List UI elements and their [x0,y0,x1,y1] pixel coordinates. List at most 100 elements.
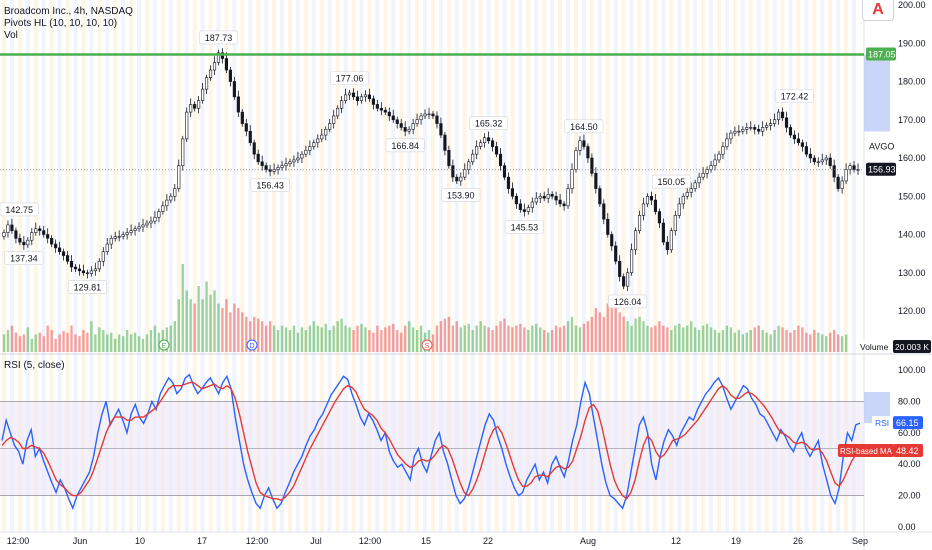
volume-bar [193,303,196,352]
session-stripe [796,0,801,532]
rsi-tick-label: 60.00 [898,428,921,438]
candle-body [566,188,570,207]
volume-bar [622,316,625,352]
rsi-indicator-label[interactable]: RSI (5, close) [4,360,65,371]
candle-body [340,100,344,109]
price-tick-label: 130.00 [898,268,926,278]
candle-body [42,230,46,235]
candle [618,255,622,282]
volume-bar [793,330,796,352]
candle [284,157,288,171]
session-stripe [399,0,404,532]
volume-bar [86,332,89,352]
session-stripe [176,0,181,532]
session-stripe [812,0,817,532]
volume-bar [185,290,188,352]
volume-bar [459,327,462,352]
candle-body [157,211,161,218]
session-stripe [423,0,428,532]
volume-bar [515,325,518,352]
candle [264,162,268,173]
volume-bar [491,330,494,352]
volume-bar [74,334,77,352]
session-stripe [113,0,118,532]
session-stripe [431,0,435,532]
candle-body [518,203,522,210]
candle-body [65,255,70,262]
session-stripe [208,0,213,532]
pivot-label: 153.90 [441,188,481,202]
volume-bar [177,299,180,352]
volume-bar [479,321,482,352]
candle-body [244,123,248,132]
candle-body [641,203,646,216]
candle [300,151,304,163]
candle-body [550,194,554,197]
candle-body [697,176,701,184]
volume-bar [535,323,538,352]
candle-body [113,236,117,239]
candle [375,99,379,112]
candle [570,163,574,194]
volume-bar [213,290,216,352]
session-stripe [351,0,356,532]
candle-body [391,115,395,121]
volume-bar [777,325,780,352]
candle [534,192,538,206]
candle [443,131,447,156]
candles [2,48,860,292]
volume-bar [678,323,681,352]
candle-body [165,199,169,207]
volume-bar [562,325,566,352]
candle [483,133,487,148]
candle [240,109,244,127]
volume-bar [18,336,22,352]
candle [204,74,209,95]
candle [153,211,157,225]
candle-body [765,125,769,128]
session-stripe [478,0,483,532]
candle [586,143,590,163]
candle [403,121,407,137]
session-stripe [740,0,745,532]
session-stripe [732,0,737,532]
candle-body [637,215,642,231]
candle [46,228,50,244]
candle [22,236,26,250]
price-tick-label: 150.00 [898,191,926,201]
volume-bar [821,334,824,352]
candle [538,193,542,204]
candle [308,140,312,156]
candle-body [304,150,308,155]
session-stripe [693,0,698,532]
rsi-legend: RSI (5, close) [4,360,65,372]
session-stripe [446,0,451,532]
candle [165,193,169,211]
candle [717,151,721,163]
candle-body [347,92,352,96]
candle [657,208,661,228]
volume-indicator-label[interactable]: Vol [4,30,18,41]
candle [14,227,18,244]
candle-body [216,52,221,63]
candle [578,136,582,156]
session-stripe [280,0,285,532]
event-marker-circle [246,339,258,351]
candle [729,130,733,144]
volume-bar [590,316,594,352]
candle-body [792,134,797,140]
candle-body [725,138,729,147]
volume-bar [181,264,184,352]
candle-body [204,77,209,90]
candle [824,154,828,165]
session-stripe [685,0,690,532]
symbol-title[interactable]: Broadcom Inc., 4h, NASDAQ [4,6,133,17]
candle-body [212,62,217,71]
candle [514,193,518,209]
volume-value-bg [893,340,931,353]
candle-body [554,195,558,201]
price-tick-label: 190.00 [898,38,926,48]
pivots-indicator-label[interactable]: Pivots HL (10, 10, 10, 10) [4,18,118,29]
candle [399,118,403,131]
